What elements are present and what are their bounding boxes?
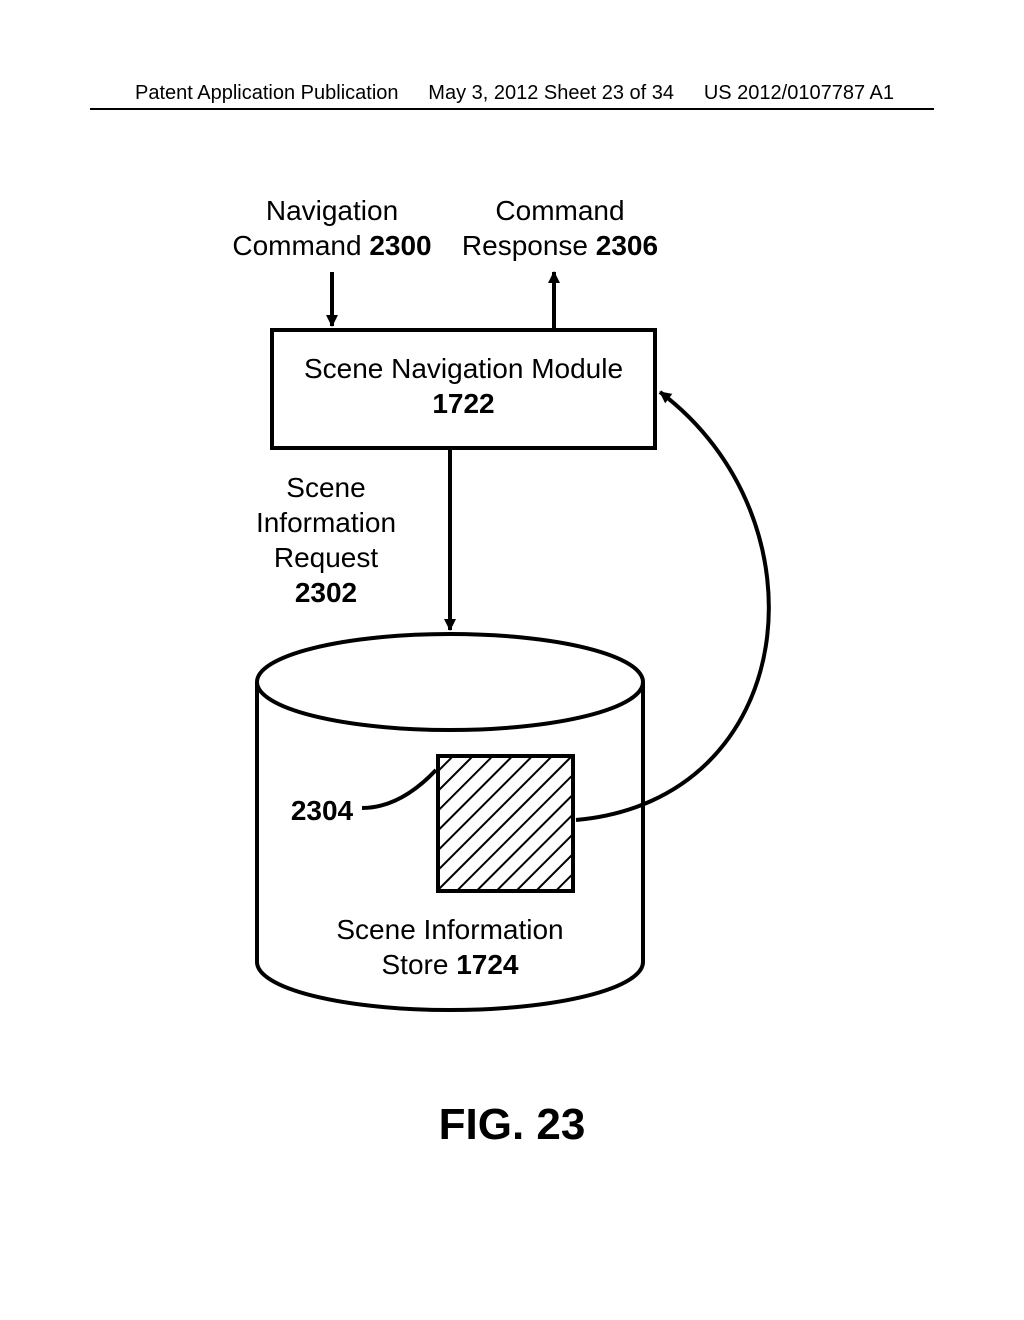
label-nav-command: Navigation Command 2300 <box>232 193 432 263</box>
label-scene-info-store: Scene Information Store 1724 <box>300 912 600 982</box>
label-command-response: Command Response 2306 <box>460 193 660 263</box>
label-scene-info-request: Scene Information Request 2302 <box>236 470 416 610</box>
label-scene-nav-module: Scene Navigation Module 1722 <box>272 351 655 421</box>
figure-caption: FIG. 23 <box>0 1100 1024 1150</box>
label-2304: 2304 <box>282 793 362 828</box>
data-block-2304 <box>438 756 573 891</box>
